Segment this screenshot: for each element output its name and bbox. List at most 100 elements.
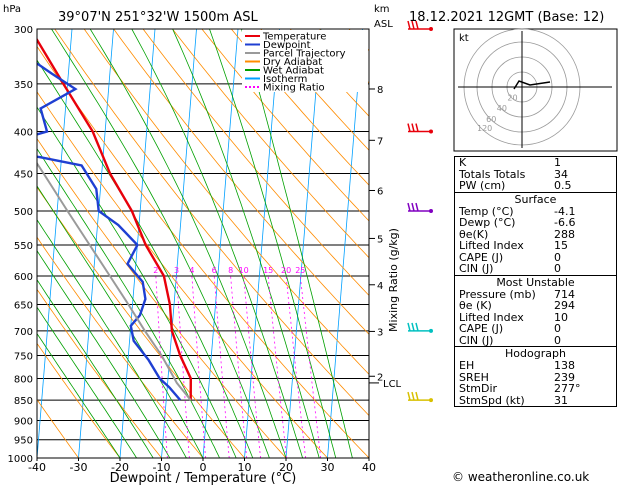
header-location: 39°07'N 251°32'W 1500m ASL xyxy=(58,10,258,25)
wind-barb-flag xyxy=(415,202,419,212)
hodograph-table-title: Hodograph xyxy=(455,346,616,360)
mixing-ratio-line xyxy=(299,275,322,458)
pressure-tick-label: 700 xyxy=(14,327,33,338)
x-tick-label: -30 xyxy=(70,461,88,474)
wet-adiabat-line xyxy=(37,148,220,458)
wind-barb-dot xyxy=(429,209,433,214)
x-tick-label: -40 xyxy=(28,461,46,474)
header-asl-label: ASL xyxy=(374,19,393,30)
mixing-ratio-label: 25 xyxy=(295,266,305,275)
hodo-label: SREH xyxy=(459,370,489,384)
mixing-ratio-label: 10 xyxy=(239,266,249,275)
hodograph-ring-label: 120 xyxy=(477,124,492,133)
wet-adiabat-line xyxy=(241,29,353,458)
dry-adiabat-line xyxy=(37,398,79,458)
km-tick-label: 6 xyxy=(377,186,383,197)
mixing-ratio-label: 6 xyxy=(212,266,217,275)
surface-value: -6.6 xyxy=(554,216,576,229)
most-unstable-row: Pressure (mb) 714 xyxy=(455,287,616,301)
most-unstable-row: θe (K) 294 xyxy=(455,300,616,312)
wet-adiabat-line xyxy=(89,29,287,458)
surface-row: CAPE (J) 0 xyxy=(455,250,616,264)
hodograph-ring-label: 20 xyxy=(507,94,517,103)
mixing-ratio-label: 20 xyxy=(281,266,291,275)
x-tick-label: 10 xyxy=(238,461,252,474)
legend-label: Parcel Trajectory xyxy=(263,49,346,60)
wind-barb-flag xyxy=(415,123,419,132)
isotherm-line xyxy=(78,29,114,458)
mixing-ratio-line xyxy=(191,275,206,458)
wet-adiabat-line xyxy=(37,59,254,458)
pressure-tick-label: 800 xyxy=(14,374,33,385)
mixing-ratio-line xyxy=(155,275,168,458)
dry-adiabat-line xyxy=(37,236,204,458)
dry-adiabat-line xyxy=(230,29,369,186)
pressure-tick-label: 950 xyxy=(14,436,33,447)
hodograph-ring-label: 60 xyxy=(486,115,496,124)
wind-barb-flag xyxy=(415,322,419,332)
legend-box xyxy=(242,30,368,92)
pressure-tick-label: 500 xyxy=(14,207,33,218)
mixing-ratio-label: 8 xyxy=(228,266,233,275)
surface-label: Dewp (°C) xyxy=(459,216,516,229)
index-label-k: K xyxy=(459,156,467,169)
mu-value: 10 xyxy=(554,310,568,324)
dry-adiabat-line xyxy=(83,29,369,375)
dry-adiabat-line xyxy=(172,29,369,259)
wet-adiabat-line xyxy=(37,306,137,458)
wind-barb-dot xyxy=(429,27,433,31)
index-row: Totals Totals 34 xyxy=(455,168,616,181)
hodo-value: 31 xyxy=(554,393,568,407)
dry-adiabat-line xyxy=(37,45,369,458)
dry-adiabat-line xyxy=(37,342,121,458)
surface-value: 0 xyxy=(554,250,561,264)
mu-label: Pressure (mb) xyxy=(459,287,536,301)
km-tick-label: 7 xyxy=(377,136,383,147)
dry-adiabat-line xyxy=(37,91,328,458)
wind-barb-flag xyxy=(411,391,415,401)
mu-label: θe (K) xyxy=(459,299,492,312)
wet-adiabat-line xyxy=(131,29,303,458)
hodograph-ring-label: 40 xyxy=(497,104,507,113)
x-tick-label: -10 xyxy=(153,461,171,474)
wet-adiabat-line xyxy=(37,279,154,458)
wind-barb-flag xyxy=(407,322,411,332)
surface-label: CIN (J) xyxy=(459,262,494,275)
surface-label: Lifted Index xyxy=(459,239,524,252)
hodograph-unit-label: kt xyxy=(459,33,469,44)
mixing-ratio-label: 4 xyxy=(189,266,194,275)
pressure-tick-label: 300 xyxy=(14,25,33,36)
surface-row: θe(K) 288 xyxy=(455,227,616,241)
surface-row: CIN (J) 0 xyxy=(455,263,616,275)
wind-barb-flag xyxy=(415,391,419,401)
surface-row: Temp (°C) -4.1 xyxy=(455,205,616,218)
surface-label: θe(K) xyxy=(459,227,489,241)
dry-adiabat-line xyxy=(54,29,369,417)
hodo-value: 277° xyxy=(554,382,581,395)
pressure-tick-label: 600 xyxy=(14,272,33,283)
surface-value: 15 xyxy=(554,239,568,252)
km-tick-label: 4 xyxy=(377,281,383,292)
pressure-tick-label: 550 xyxy=(14,241,33,252)
wind-barb-flag xyxy=(411,20,415,30)
wind-barb-flag xyxy=(411,322,415,332)
mixing-ratio-line xyxy=(267,275,287,458)
mu-value: 714 xyxy=(554,287,575,301)
legend-label: Wet Adiabat xyxy=(263,66,324,77)
lcl-label: LCL xyxy=(383,379,402,390)
pressure-tick-label: 450 xyxy=(14,169,33,180)
index-row: PW (cm) 0.5 xyxy=(455,180,616,192)
series-line-dewpoint xyxy=(37,61,182,401)
wind-barb-flag xyxy=(411,123,415,132)
mu-label: Lifted Index xyxy=(459,310,524,324)
header-hpa-label: hPa xyxy=(3,4,21,15)
header-km-label: km xyxy=(374,4,390,15)
isotherm-line xyxy=(244,29,280,458)
wind-barb-flag xyxy=(407,202,411,212)
credit-text[interactable]: © weatheronline.co.uk xyxy=(452,470,590,484)
mixing-ratio-label: 15 xyxy=(263,266,273,275)
km-tick-label: 5 xyxy=(377,234,383,245)
pressure-tick-label: 850 xyxy=(14,396,33,407)
mu-label: CIN (J) xyxy=(459,333,494,347)
x-tick-label: 30 xyxy=(321,461,335,474)
